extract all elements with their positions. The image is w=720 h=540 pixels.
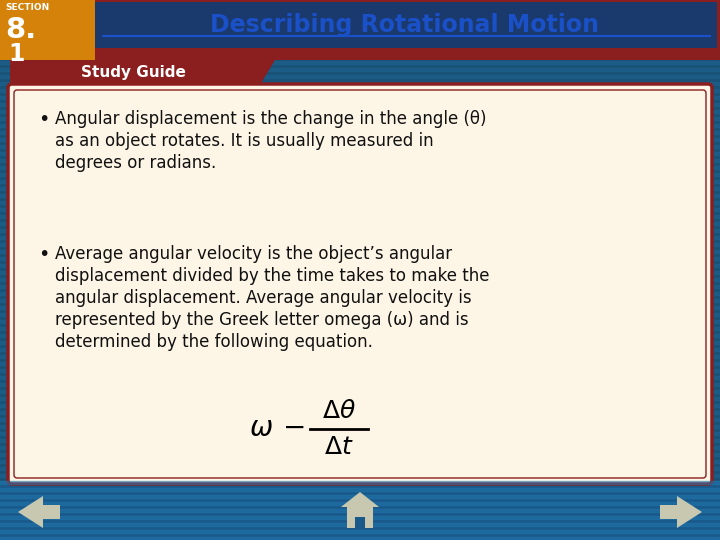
Polygon shape [10,60,275,85]
FancyBboxPatch shape [8,84,712,484]
Text: determined by the following equation.: determined by the following equation. [55,333,373,351]
Text: represented by the Greek letter omega (ω) and is: represented by the Greek letter omega (ω… [55,311,469,329]
Text: angular displacement. Average angular velocity is: angular displacement. Average angular ve… [55,289,472,307]
Text: $\omega\,-$: $\omega\,-$ [249,415,305,442]
Bar [0,0,95,60]
Bar [0,0,720,60]
Text: SECTION: SECTION [5,3,49,12]
Bar [0,483,720,540]
Text: Angular displacement is the change in the angle (θ): Angular displacement is the change in th… [55,110,487,128]
Text: Average angular velocity is the object’s angular: Average angular velocity is the object’s… [55,245,452,263]
Text: $\Delta t$: $\Delta t$ [324,435,354,458]
Bar [95,2,717,48]
Text: displacement divided by the time takes to make the: displacement divided by the time takes t… [55,267,490,285]
Text: 1: 1 [8,42,24,66]
Text: 8.: 8. [5,16,36,44]
Polygon shape [18,496,60,528]
Polygon shape [341,492,379,528]
Text: degrees or radians.: degrees or radians. [55,154,216,172]
Text: Describing Rotational Motion: Describing Rotational Motion [210,13,600,37]
Bar [355,517,365,528]
Text: as an object rotates. It is usually measured in: as an object rotates. It is usually meas… [55,132,433,150]
Text: •: • [38,245,50,264]
Polygon shape [660,496,702,528]
Text: •: • [38,110,50,129]
Text: Study Guide: Study Guide [81,65,186,80]
Text: $\Delta\theta$: $\Delta\theta$ [322,400,356,422]
